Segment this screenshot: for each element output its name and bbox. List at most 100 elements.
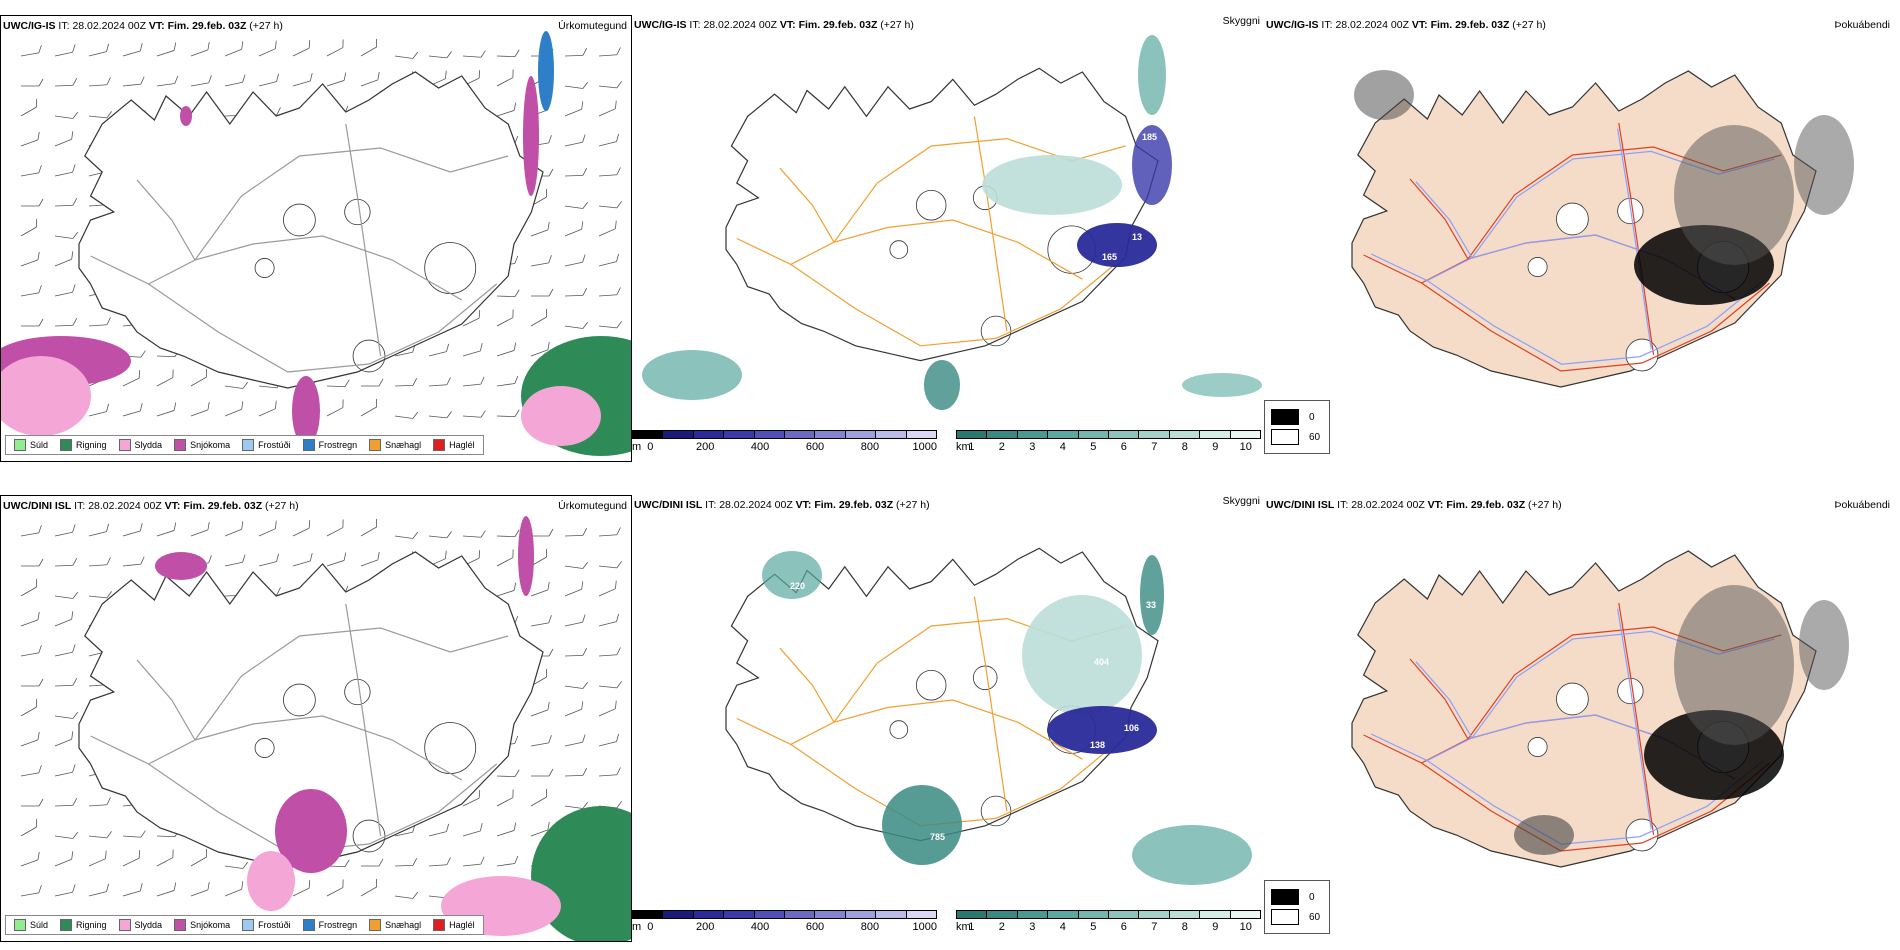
wind-barb xyxy=(88,403,110,417)
wind-barb xyxy=(428,531,452,539)
legend-swatch xyxy=(242,439,255,451)
wind-barb xyxy=(598,133,620,147)
scale-tick-label: 9 xyxy=(1212,921,1219,933)
wind-barb xyxy=(428,377,451,387)
vt-label: VT: xyxy=(795,499,812,511)
wind-barb xyxy=(360,38,377,57)
road-line xyxy=(1421,282,1770,372)
scale-color-cell xyxy=(1230,431,1261,438)
legend-item: Súld xyxy=(14,439,48,451)
scale-tick-label: 7 xyxy=(1151,441,1158,453)
wind-barb xyxy=(54,284,76,297)
valid-time: Fim. 29.feb. 03Z xyxy=(183,500,263,512)
valid-time: Fim. 29.feb. 03Z xyxy=(814,499,894,511)
panel-header: UWC/IG-IS IT: 28.02.2024 00Z VT: Fim. 29… xyxy=(634,19,914,31)
scale-tick-label: 4 xyxy=(1059,441,1066,453)
wind-barb xyxy=(54,884,76,897)
wind-barb xyxy=(88,317,111,327)
wind-barb xyxy=(496,409,520,418)
wind-barb xyxy=(156,522,177,537)
legend-label: Rigning xyxy=(76,440,107,450)
field-area xyxy=(247,851,295,911)
wind-barb xyxy=(54,731,74,747)
lead-time: (+27 h) xyxy=(1512,19,1546,31)
iceland-map xyxy=(1351,70,1854,388)
panel-title: Þokuábendi xyxy=(1834,499,1890,511)
legend-swatch xyxy=(60,439,73,451)
iceland-map: 220 33 404 106 138 785 xyxy=(725,547,1252,885)
wind-barb xyxy=(530,788,547,807)
legend-swatch xyxy=(433,439,446,451)
coastline xyxy=(78,71,544,389)
wind-barb xyxy=(496,582,517,597)
wind-barb xyxy=(530,735,552,747)
legend-label: Súld xyxy=(30,920,49,930)
lead-time: (+27 h) xyxy=(265,500,299,512)
scale-tick-label: 800 xyxy=(860,441,880,453)
wind-barb xyxy=(54,78,78,87)
scale-ticks: m 0 200 400 600 800 1000 xyxy=(632,441,937,455)
wind-barb xyxy=(156,75,179,87)
legend-item: Súld xyxy=(14,919,48,931)
wind-barb xyxy=(88,43,110,57)
scale-color-cell xyxy=(845,911,877,918)
wind-barb xyxy=(598,700,617,717)
wind-barb xyxy=(20,218,37,237)
iceland-map xyxy=(1351,550,1849,868)
wind-barb xyxy=(292,553,313,567)
wind-barb xyxy=(54,558,78,567)
wind-barb xyxy=(496,855,519,867)
iceland-map xyxy=(1,31,631,456)
panel-header: UWC/IG-IS IT: 28.02.2024 00Z VT: Fim. 29… xyxy=(1266,19,1546,31)
wind-barb xyxy=(54,764,76,777)
wind-barb xyxy=(564,48,588,57)
scale-unit: m xyxy=(632,921,642,933)
fog-legend-label: 60 xyxy=(1309,431,1321,443)
wind-barb xyxy=(54,711,79,719)
wind-barb xyxy=(598,613,620,627)
scale-tick-label: 1 xyxy=(968,921,975,933)
wind-barb xyxy=(462,343,483,357)
wind-barb xyxy=(20,765,42,777)
panel-title: Úrkomutegund xyxy=(558,500,627,512)
visibility-value-label: 785 xyxy=(930,832,945,842)
visibility-value-label: 33 xyxy=(1146,600,1156,610)
wind-barb xyxy=(564,101,584,117)
wind-barb xyxy=(531,288,554,297)
scale-tick-label: 600 xyxy=(805,441,825,453)
scale-color-cell xyxy=(693,431,725,438)
scale-tick-label: 1 xyxy=(968,441,975,453)
panel-header: UWC/DINI ISL IT: 28.02.2024 00Z VT: Fim.… xyxy=(634,499,930,511)
wind-barb xyxy=(88,797,111,807)
scale-unit: m xyxy=(632,441,642,453)
wind-barb xyxy=(496,102,517,117)
scale-color-cell xyxy=(876,911,907,918)
wind-barb xyxy=(20,98,37,117)
scale-color-cell xyxy=(1017,911,1049,918)
it-label: IT: xyxy=(705,499,717,511)
legend-swatch xyxy=(118,919,131,931)
wind-barb xyxy=(54,851,74,867)
visibility-value-label: 404 xyxy=(1094,657,1109,667)
wind-barb xyxy=(21,78,44,87)
scale-tick-label: 600 xyxy=(805,921,825,933)
wind-barb xyxy=(326,379,350,388)
coastline xyxy=(78,551,544,869)
scale-color-cell xyxy=(633,911,664,918)
wind-barb xyxy=(122,76,145,87)
panel-title: Skyggni xyxy=(1222,495,1260,507)
wind-barb xyxy=(258,40,277,57)
road-line xyxy=(194,715,463,781)
scale-color-cell xyxy=(1200,431,1231,438)
scale-color-cell xyxy=(987,431,1018,438)
legend-swatch xyxy=(14,439,26,451)
wind-barb xyxy=(54,164,76,177)
glacier-outline xyxy=(283,683,316,717)
wind-barb xyxy=(530,701,550,717)
wind-barb xyxy=(564,734,586,747)
wind-barb xyxy=(598,527,621,537)
wind-barb xyxy=(496,309,514,327)
legend-swatch xyxy=(174,919,187,931)
model-name: UWC/DINI ISL xyxy=(1266,499,1335,511)
field-area xyxy=(1,356,91,436)
